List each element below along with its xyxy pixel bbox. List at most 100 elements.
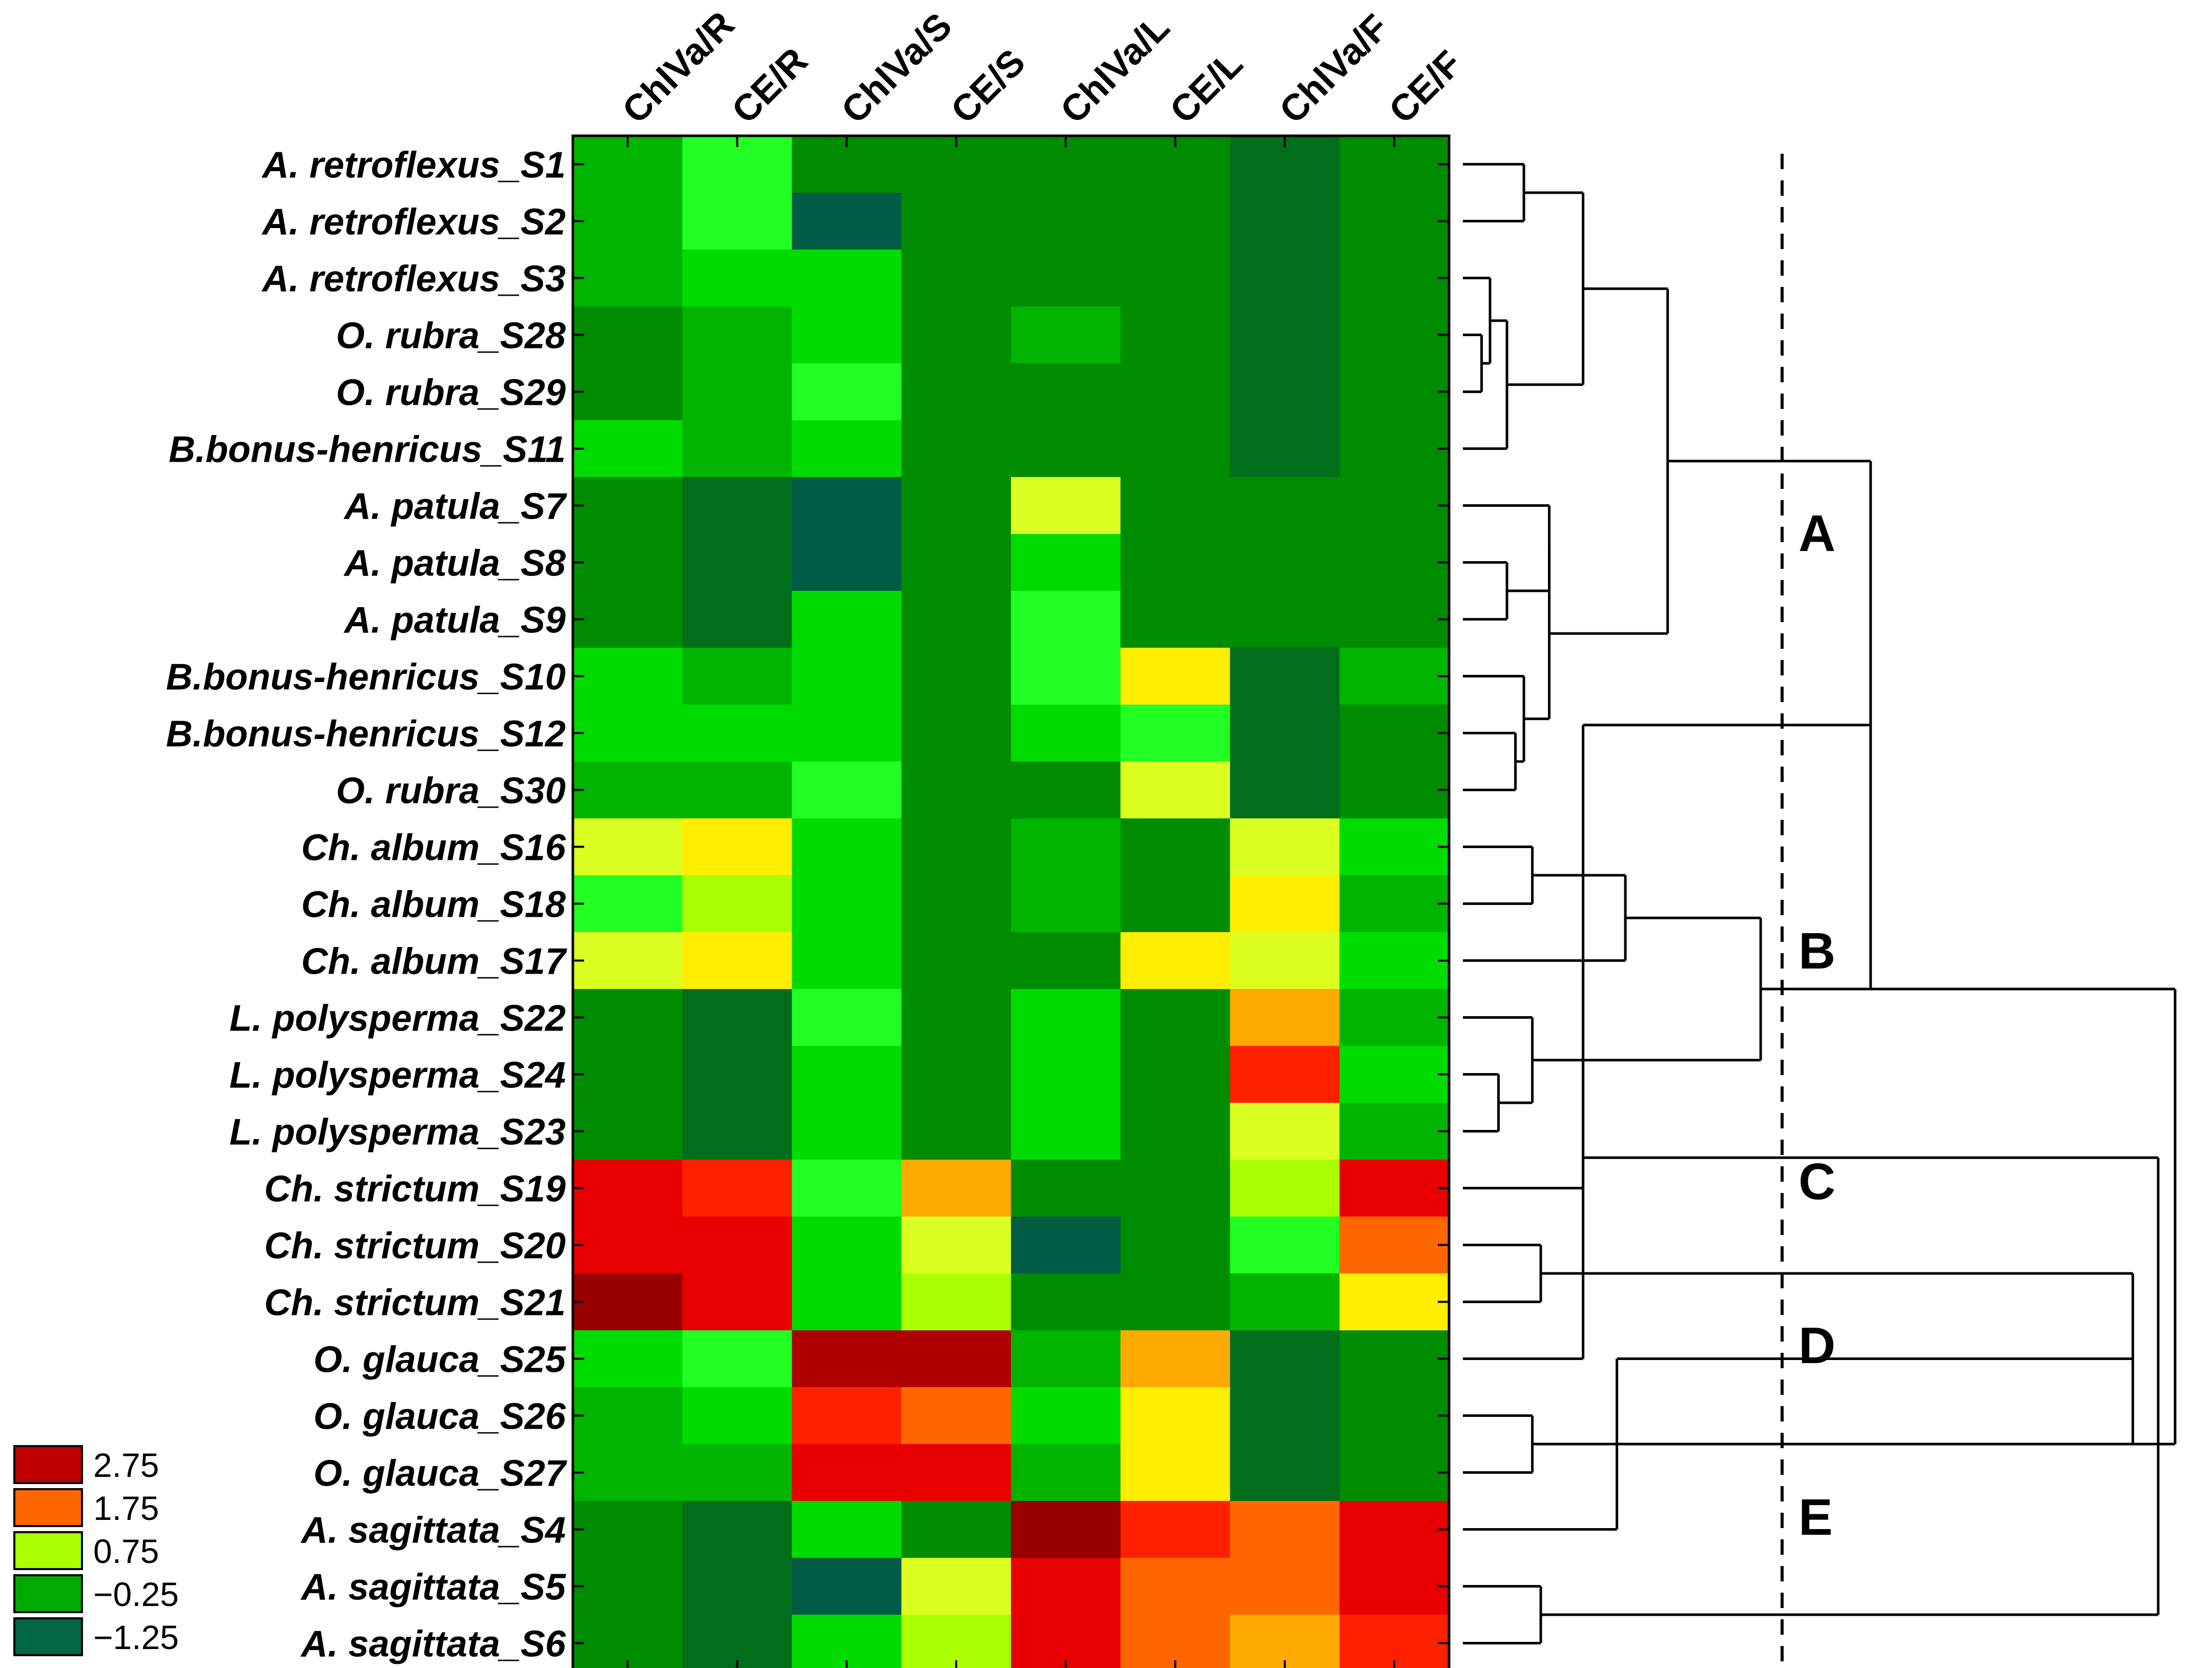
heatmap-cell: [1011, 477, 1121, 534]
heatmap-cell: [573, 1444, 683, 1501]
row-label: L. polysperma_S24: [230, 1055, 566, 1096]
row-label: O. glauca_S25: [314, 1340, 566, 1381]
heatmap-cell: [792, 648, 902, 705]
heatmap-cell: [901, 363, 1011, 421]
heatmap-cell: [573, 534, 683, 591]
heatmap-cell: [682, 1330, 793, 1388]
row-label: Ch. strictum_S21: [264, 1283, 566, 1324]
heatmap-cell: [1011, 705, 1121, 762]
heatmap-cell: [792, 420, 902, 478]
heatmap-cell: [1011, 1046, 1121, 1103]
heatmap-cell: [1011, 1217, 1121, 1274]
heatmap-cell: [682, 1103, 793, 1160]
heatmap-cell: [1230, 1501, 1340, 1558]
heatmap-cell: [573, 591, 683, 648]
heatmap-cell: [1120, 1217, 1231, 1274]
heatmap-cell: [792, 534, 902, 591]
heatmap-cell: [901, 1217, 1011, 1274]
heatmap-cell: [1120, 1103, 1231, 1160]
heatmap-cell: [682, 818, 793, 876]
heatmap-cell: [573, 1273, 683, 1331]
heatmap-cell: [1339, 761, 1450, 819]
heatmap-cell: [1230, 818, 1340, 876]
row-label: B.bonus-henricus_S10: [166, 657, 566, 698]
row-label: A. sagittata_S5: [300, 1567, 566, 1608]
legend-label: −0.25: [93, 1575, 179, 1613]
column-label: CE/R: [724, 40, 815, 131]
heatmap-cell: [901, 477, 1011, 534]
row-label: A. sagittata_S6: [300, 1624, 566, 1665]
row-label: B.bonus-henricus_S11: [169, 429, 566, 470]
heatmap-cell: [1339, 420, 1450, 478]
heatmap-cell: [792, 477, 902, 534]
heatmap-cell: [901, 1558, 1011, 1615]
heatmap-cell: [1120, 761, 1231, 819]
heatmap-cell: [1011, 932, 1121, 990]
heatmap-cell: [1230, 1387, 1340, 1445]
heatmap-cell: [901, 591, 1011, 648]
heatmap-cell: [682, 591, 793, 648]
heatmap-cell: [901, 420, 1011, 478]
column-label: ChlVa/F: [1272, 7, 1396, 131]
heatmap-cell: [901, 306, 1011, 364]
cluster-label: E: [1798, 1489, 1833, 1546]
heatmap-cell: [1230, 989, 1340, 1046]
heatmap-cell: [1011, 1160, 1121, 1217]
heatmap-cell: [1339, 591, 1450, 648]
heatmap-cell: [1120, 875, 1231, 933]
heatmap-cell: [901, 1615, 1011, 1668]
heatmap-cell: [792, 1387, 902, 1445]
heatmap-cell: [1230, 648, 1340, 705]
heatmap-cell: [573, 477, 683, 534]
legend-swatch: [13, 1531, 83, 1570]
heatmap-cell: [1230, 477, 1340, 534]
heatmap-cell: [901, 1444, 1011, 1501]
heatmap-cell: [573, 420, 683, 478]
heatmap-cell: [1339, 989, 1450, 1046]
heatmap-cell: [792, 761, 902, 819]
heatmap-cell: [682, 761, 793, 819]
heatmap-cell: [1120, 1160, 1231, 1217]
heatmap-cell: [1230, 420, 1340, 478]
heatmap-cell: [1230, 1444, 1340, 1501]
heatmap-cell: [573, 306, 683, 364]
heatmap-cell: [573, 193, 683, 250]
heatmap-cell: [1339, 1615, 1450, 1668]
heatmap-cell: [682, 932, 793, 990]
heatmap-cell: [792, 193, 902, 250]
legend-swatch: [13, 1445, 83, 1484]
heatmap-cell: [573, 932, 683, 990]
heatmap-cell: [573, 818, 683, 876]
heatmap-cell: [1339, 363, 1450, 421]
column-label: CE/F: [1381, 43, 1470, 132]
row-label: L. polysperma_S22: [230, 998, 566, 1039]
heatmap-cell: [1230, 193, 1340, 250]
heatmap-cell: [1230, 534, 1340, 591]
heatmap-cell: [1339, 1273, 1450, 1331]
column-label: CE/L: [1162, 43, 1251, 132]
heatmap-cell: [573, 1217, 683, 1274]
row-label: A. patula_S7: [343, 486, 567, 527]
row-label: Ch. album_S16: [301, 828, 566, 869]
heatmap-cell: [1120, 1273, 1231, 1331]
heatmap-cell: [1339, 648, 1450, 705]
heatmap-cell: [1011, 363, 1121, 421]
heatmap-cell: [1011, 250, 1121, 307]
heatmap-cell: [792, 363, 902, 421]
heatmap-cell: [1120, 1330, 1231, 1388]
heatmap-cell: [792, 1330, 902, 1388]
heatmap-cell: [792, 932, 902, 990]
heatmap-cell: [1230, 1103, 1340, 1160]
row-label: Ch. strictum_S20: [264, 1226, 566, 1267]
heatmap-cell: [792, 1160, 902, 1217]
heatmap-cell: [901, 705, 1011, 762]
heatmap-cell: [682, 363, 793, 421]
heatmap-cell: [901, 932, 1011, 990]
row-label: A. patula_S9: [343, 600, 566, 641]
heatmap-cell: [901, 761, 1011, 819]
heatmap-cell: [682, 1558, 793, 1615]
heatmap-cell: [1230, 306, 1340, 364]
row-label: O. glauca_S27: [314, 1453, 567, 1494]
heatmap-cell: [901, 1273, 1011, 1331]
